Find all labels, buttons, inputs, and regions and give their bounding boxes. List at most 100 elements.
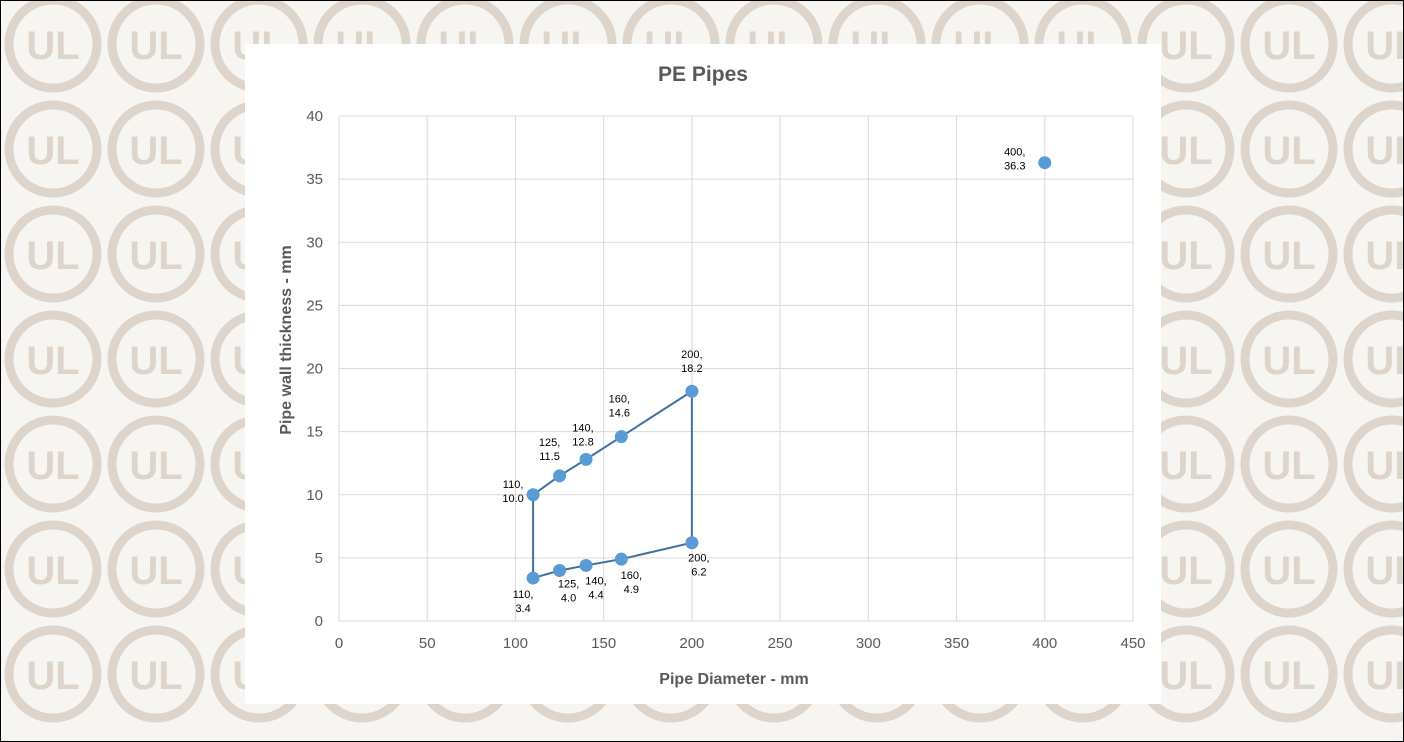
data-label: 200, 18.2 xyxy=(681,349,702,375)
ul-logo-icon: UL xyxy=(107,310,205,408)
svg-text:UL: UL xyxy=(1262,654,1315,698)
data-series xyxy=(526,156,1052,585)
data-point xyxy=(614,430,628,444)
data-label: 140, 4.4 xyxy=(585,575,606,601)
data-point xyxy=(526,571,540,585)
svg-text:UL: UL xyxy=(1159,339,1212,383)
ul-logo-icon: UL xyxy=(4,100,102,198)
svg-text:UL: UL xyxy=(1262,24,1315,68)
y-axis-title: Pipe wall thickness - mm xyxy=(278,245,295,434)
svg-text:UL: UL xyxy=(1365,549,1404,593)
ul-logo-icon: UL xyxy=(1137,625,1235,723)
ul-logo-icon: UL xyxy=(1343,310,1404,408)
y-tick-label: 5 xyxy=(315,550,323,567)
svg-text:UL: UL xyxy=(1262,129,1315,173)
x-tick-label: 300 xyxy=(856,635,881,652)
x-tick-label: 150 xyxy=(591,635,616,652)
svg-text:UL: UL xyxy=(1365,339,1404,383)
x-axis-title: Pipe Diameter - mm xyxy=(659,671,808,688)
ul-logo-icon: UL xyxy=(107,520,205,618)
y-tick-label: 10 xyxy=(306,487,323,504)
svg-text:UL: UL xyxy=(26,24,79,68)
gridlines xyxy=(338,115,1134,622)
svg-text:UL: UL xyxy=(1262,339,1315,383)
data-label: 140, 12.8 xyxy=(572,422,593,448)
y-tick-label: 15 xyxy=(306,424,323,441)
ul-logo-icon: UL xyxy=(1137,1,1235,93)
x-tick-label: 50 xyxy=(419,635,436,652)
ul-logo-icon: UL xyxy=(1240,205,1338,303)
svg-text:UL: UL xyxy=(1365,234,1404,278)
svg-text:UL: UL xyxy=(1365,654,1404,698)
ul-logo-icon: UL xyxy=(1137,310,1235,408)
svg-text:UL: UL xyxy=(1159,654,1212,698)
data-point xyxy=(553,564,567,577)
chart-title: PE Pipes xyxy=(658,63,748,86)
scatter-chart: PE Pipes Pipe Diameter - mm Pipe wall th… xyxy=(278,63,1146,688)
ul-logo-icon: UL xyxy=(1240,1,1338,93)
ul-logo-icon: UL xyxy=(4,310,102,408)
data-label: 125, 4.0 xyxy=(558,579,579,605)
ul-logo-icon: UL xyxy=(4,625,102,723)
chart-area: PE Pipes Pipe Diameter - mm Pipe wall th… xyxy=(245,44,1161,704)
ul-logo-icon: UL xyxy=(107,415,205,513)
ul-logo-icon: UL xyxy=(1240,520,1338,618)
data-point xyxy=(579,558,593,572)
ul-logo-icon: UL xyxy=(107,1,205,93)
x-tick-label: 400 xyxy=(1032,635,1057,652)
data-label: 200, 6.2 xyxy=(688,553,709,579)
ul-logo-icon: UL xyxy=(1343,415,1404,513)
x-tick-label: 100 xyxy=(503,635,528,652)
svg-text:UL: UL xyxy=(1159,234,1212,278)
svg-text:UL: UL xyxy=(1159,549,1212,593)
svg-text:UL: UL xyxy=(26,129,79,173)
ul-logo-icon: UL xyxy=(4,1,102,93)
x-tick-label: 250 xyxy=(768,635,793,652)
svg-text:UL: UL xyxy=(26,654,79,698)
svg-text:UL: UL xyxy=(1365,129,1404,173)
svg-text:UL: UL xyxy=(26,444,79,488)
svg-text:UL: UL xyxy=(129,549,182,593)
ul-logo-icon: UL xyxy=(1240,310,1338,408)
svg-text:UL: UL xyxy=(1365,24,1404,68)
ul-logo-icon: UL xyxy=(4,415,102,513)
svg-text:UL: UL xyxy=(1365,444,1404,488)
ul-logo-icon: UL xyxy=(1343,625,1404,723)
svg-text:UL: UL xyxy=(1159,444,1212,488)
svg-text:UL: UL xyxy=(129,339,182,383)
data-point xyxy=(579,452,593,466)
data-point xyxy=(614,552,628,566)
data-point xyxy=(1038,156,1052,170)
data-label: 400, 36.3 xyxy=(1004,147,1025,173)
y-tick-label: 0 xyxy=(315,613,323,630)
y-tick-label: 25 xyxy=(306,297,323,314)
svg-text:UL: UL xyxy=(129,234,182,278)
data-label: 160, 14.6 xyxy=(609,394,630,420)
ul-logo-icon: UL xyxy=(107,625,205,723)
x-tick-label: 200 xyxy=(679,635,704,652)
ul-logo-icon: UL xyxy=(1343,1,1404,93)
svg-text:UL: UL xyxy=(1262,234,1315,278)
data-labels: 110, 10.0 125, 11.5 140, 12.8 160, 14.6 200, 18.2… xyxy=(502,147,1025,615)
data-label: 125, 11.5 xyxy=(539,437,560,463)
ul-logo-icon: UL xyxy=(1240,100,1338,198)
ul-logo-icon: UL xyxy=(1240,625,1338,723)
ul-logo-icon: UL xyxy=(1343,100,1404,198)
data-label: 110, 3.4 xyxy=(513,589,534,615)
data-point xyxy=(685,536,699,550)
data-point xyxy=(526,488,540,502)
svg-text:UL: UL xyxy=(1159,129,1212,173)
y-tick-label: 40 xyxy=(306,108,323,125)
ul-logo-icon: UL xyxy=(1343,205,1404,303)
y-tick-label: 20 xyxy=(306,361,323,378)
data-point xyxy=(553,469,567,483)
data-label: 110, 10.0 xyxy=(502,479,523,505)
ul-logo-icon: UL xyxy=(107,100,205,198)
svg-text:UL: UL xyxy=(1262,549,1315,593)
svg-text:UL: UL xyxy=(129,24,182,68)
svg-text:UL: UL xyxy=(129,129,182,173)
svg-text:UL: UL xyxy=(26,549,79,593)
svg-text:UL: UL xyxy=(1262,444,1315,488)
